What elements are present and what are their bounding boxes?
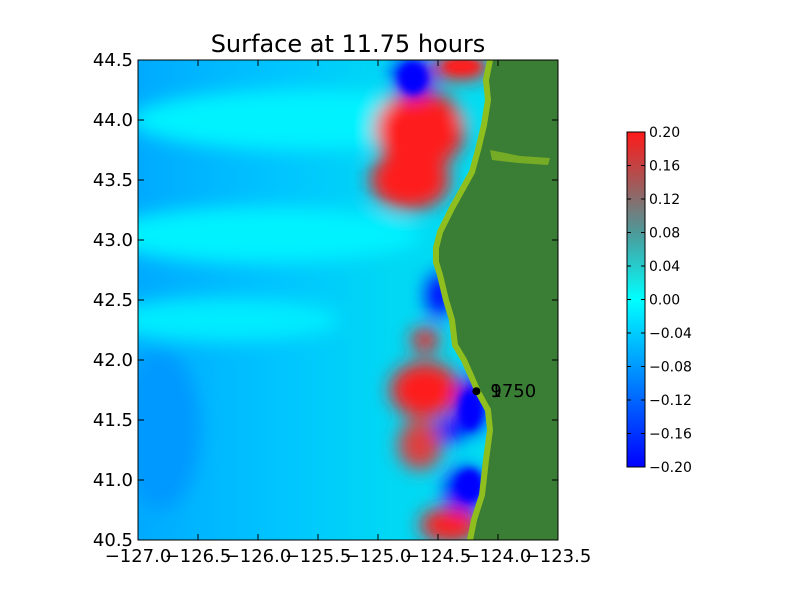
red-anomaly-7 bbox=[411, 328, 439, 352]
red-anomaly-4 bbox=[398, 420, 442, 470]
blue-eddy-mid bbox=[459, 390, 481, 430]
cyan-band-3 bbox=[138, 298, 340, 342]
y-tick-label: 41.5 bbox=[93, 410, 133, 431]
blue-anomaly-5 bbox=[436, 418, 464, 442]
colorbar: 0.20 0.16 0.12 0.08 0.04 0.00 −0.04 −0.08 −0.12 −… bbox=[626, 125, 692, 476]
colorbar-tick-label: −0.08 bbox=[649, 360, 692, 376]
coastal-fringe bbox=[433, 60, 493, 540]
land-mass bbox=[436, 60, 558, 540]
y-tick-label: 43.0 bbox=[93, 230, 133, 251]
x-tick-label: −127.0 bbox=[105, 546, 172, 567]
colorbar-tick-label: −0.20 bbox=[649, 460, 692, 476]
x-axis: −127.0−126.5−126.0−125.5−125.0−124.5−124… bbox=[105, 60, 592, 567]
red-anomaly-1 bbox=[375, 90, 465, 170]
cyan-band-2 bbox=[138, 207, 420, 263]
colorbar-tick-label: 0.20 bbox=[649, 125, 680, 141]
colorbar-tick-label: 0.08 bbox=[649, 226, 680, 242]
gauge-label-value: 9750 bbox=[490, 381, 536, 402]
colorbar-tick-label: −0.04 bbox=[649, 326, 692, 342]
red-anomaly-3 bbox=[390, 362, 460, 418]
y-tick-label: 44.5 bbox=[93, 50, 133, 71]
gauge-label-id: 1 bbox=[490, 381, 501, 402]
y-tick-label: 41.0 bbox=[93, 470, 133, 491]
x-tick-label: −125.0 bbox=[345, 546, 412, 567]
y-tick-label: 43.5 bbox=[93, 170, 133, 191]
colorbar-tick-label: 0.12 bbox=[649, 192, 680, 208]
blue-eddy-south bbox=[457, 469, 483, 501]
red-anomaly-2 bbox=[370, 150, 450, 210]
colorbar-tick-label: 0.00 bbox=[649, 293, 680, 309]
colorbar-tick-label: −0.12 bbox=[649, 393, 692, 409]
deep-blue-patch bbox=[138, 350, 200, 510]
colorbar-ticks: 0.20 0.16 0.12 0.08 0.04 0.00 −0.04 −0.08 −0.12 −… bbox=[627, 125, 692, 476]
gauge-marker: 1 9750 bbox=[472, 381, 536, 402]
x-tick-label: −124.5 bbox=[405, 546, 472, 567]
y-tick-label: 44.0 bbox=[93, 110, 133, 131]
x-tick-label: −125.5 bbox=[285, 546, 352, 567]
red-anomaly-5 bbox=[420, 507, 480, 540]
x-tick-label: −126.5 bbox=[165, 546, 232, 567]
colorbar-tick-label: 0.16 bbox=[649, 159, 680, 175]
colorbar-tick-label: 0.04 bbox=[649, 259, 680, 275]
x-tick-label: −124.0 bbox=[465, 546, 532, 567]
y-tick-label: 42.0 bbox=[93, 350, 133, 371]
y-tick-label: 42.5 bbox=[93, 290, 133, 311]
blue-eddy-north bbox=[399, 62, 427, 94]
gauge-dot bbox=[472, 387, 481, 396]
sea-surface-details bbox=[399, 60, 483, 501]
x-tick-label: −123.5 bbox=[525, 546, 592, 567]
chart-title: Surface at 11.75 hours bbox=[211, 30, 486, 58]
y-axis: 40.5 41.0 41.5 42.0 42.5 43.0 43.5 44.0 44.5 bbox=[93, 50, 558, 551]
plot-area bbox=[138, 60, 558, 540]
red-eddy-north bbox=[444, 60, 480, 73]
x-tick-label: −126.0 bbox=[225, 546, 292, 567]
colorbar-tick-label: −0.16 bbox=[649, 427, 692, 443]
inland-bay bbox=[490, 150, 550, 165]
y-tick-label: 40.5 bbox=[93, 530, 133, 551]
